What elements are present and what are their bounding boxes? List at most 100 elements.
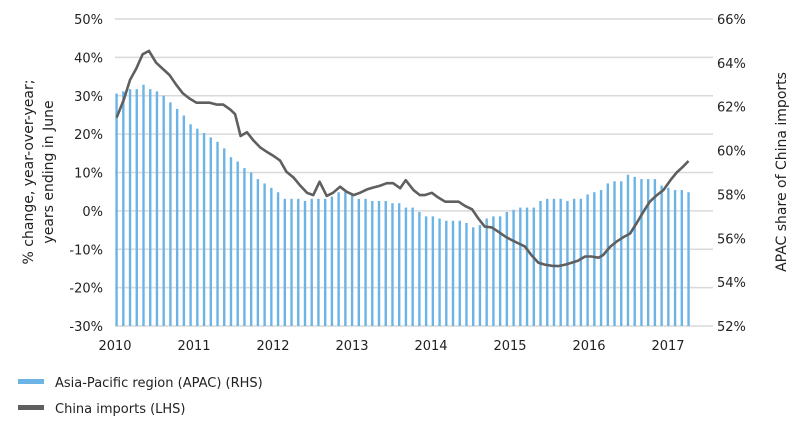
apac-bar — [243, 168, 245, 326]
apac-bar — [533, 208, 535, 326]
apac-bar — [465, 223, 467, 326]
apac-bar — [203, 133, 205, 326]
apac-bar — [277, 192, 279, 326]
right-tick-label: 58% — [717, 188, 746, 203]
apac-bar — [586, 194, 588, 326]
left-tick-label: -30% — [69, 320, 103, 335]
apac-bar — [512, 210, 514, 326]
apac-bar — [391, 203, 393, 326]
apac-bar — [559, 199, 561, 326]
apac-bar — [337, 192, 339, 326]
apac-bar — [290, 199, 292, 326]
left-tick-label: -20% — [69, 282, 103, 297]
legend-label-china: China imports (LHS) — [55, 402, 186, 417]
apac-bar — [311, 199, 313, 326]
apac-bar — [189, 124, 191, 326]
apac-bar — [681, 190, 683, 326]
left-tick-label: 0% — [82, 205, 103, 220]
x-tick-label: 2015 — [493, 339, 526, 354]
apac-bar — [250, 173, 252, 327]
apac-bar — [687, 192, 689, 326]
right-tick-label: 54% — [717, 276, 746, 291]
apac-bar — [553, 199, 555, 326]
apac-bar — [385, 201, 387, 326]
right-tick-label: 56% — [717, 232, 746, 247]
apac-bar — [479, 225, 481, 326]
right-tick-label: 52% — [717, 320, 746, 335]
apac-bar — [344, 192, 346, 326]
apac-bar — [129, 89, 131, 326]
apac-bar — [183, 115, 185, 326]
apac-bar — [142, 85, 144, 326]
apac-bar — [472, 227, 474, 326]
apac-bar — [506, 212, 508, 326]
apac-bar — [485, 219, 487, 326]
x-tick-label: 2016 — [572, 339, 605, 354]
apac-bar — [162, 96, 164, 326]
apac-bar — [136, 89, 138, 326]
apac-bar — [317, 199, 319, 326]
apac-bar — [445, 221, 447, 326]
apac-bar — [378, 201, 380, 326]
apac-bar — [351, 194, 353, 326]
apac-bar — [237, 162, 239, 326]
apac-bar — [411, 208, 413, 326]
apac-bar — [284, 199, 286, 326]
left-tick-label: 40% — [74, 51, 103, 66]
apac-bar — [270, 188, 272, 326]
left-tick-label: 30% — [74, 90, 103, 105]
right-axis-ticks: 52% 54% 56% 58% 60% 62% 64% 66% — [717, 13, 746, 335]
left-tick-label: 10% — [74, 167, 103, 182]
china-imports-line — [117, 51, 689, 266]
x-tick-label: 2014 — [414, 339, 447, 354]
apac-bar — [580, 199, 582, 326]
apac-bar — [459, 221, 461, 326]
right-tick-label: 62% — [717, 101, 746, 116]
left-axis-title-line1: % change, year-over-year; — [21, 80, 37, 265]
apac-bar — [263, 183, 265, 326]
apac-bar — [223, 148, 225, 326]
apac-bar — [492, 216, 494, 326]
right-tick-label: 66% — [717, 13, 746, 28]
apac-bar — [358, 199, 360, 326]
china-imports-line-group — [117, 51, 689, 266]
x-tick-label: 2012 — [256, 339, 289, 354]
apac-bar — [176, 109, 178, 326]
apac-bar — [196, 129, 198, 326]
apac-bar — [169, 102, 171, 326]
apac-bar — [627, 175, 629, 326]
apac-bar — [607, 183, 609, 326]
apac-bar — [371, 201, 373, 326]
left-axis-ticks: -30%-20%-10%0%10%20%30%40%50% — [69, 13, 103, 335]
apac-bar — [331, 197, 333, 326]
legend-swatch-china — [18, 405, 44, 410]
apac-bar — [519, 208, 521, 326]
apac-bar — [660, 186, 662, 326]
apac-bar — [634, 177, 636, 326]
apac-bar — [115, 94, 117, 326]
apac-bar — [526, 208, 528, 326]
x-tick-label: 2017 — [651, 339, 684, 354]
apac-bar — [425, 216, 427, 326]
apac-bar — [149, 89, 151, 326]
apac-bar — [230, 157, 232, 326]
apac-bar — [122, 91, 124, 326]
apac-bar — [593, 192, 595, 326]
apac-bar — [398, 203, 400, 326]
apac-bar — [674, 190, 676, 326]
right-tick-label: 64% — [717, 57, 746, 72]
apac-bar — [297, 199, 299, 326]
apac-bar — [667, 188, 669, 326]
left-tick-label: -10% — [69, 243, 103, 258]
legend: Asia-Pacific region (APAC) (RHS) China i… — [18, 376, 263, 417]
right-tick-label: 60% — [717, 145, 746, 160]
apac-bar — [216, 142, 218, 326]
left-tick-label: 20% — [74, 128, 103, 143]
left-axis-title-line2: years ending in June — [41, 100, 57, 243]
apac-bar — [438, 219, 440, 326]
right-axis-title: APAC share of China imports — [774, 72, 790, 272]
apac-bar — [257, 179, 259, 326]
apac-bar — [432, 216, 434, 326]
